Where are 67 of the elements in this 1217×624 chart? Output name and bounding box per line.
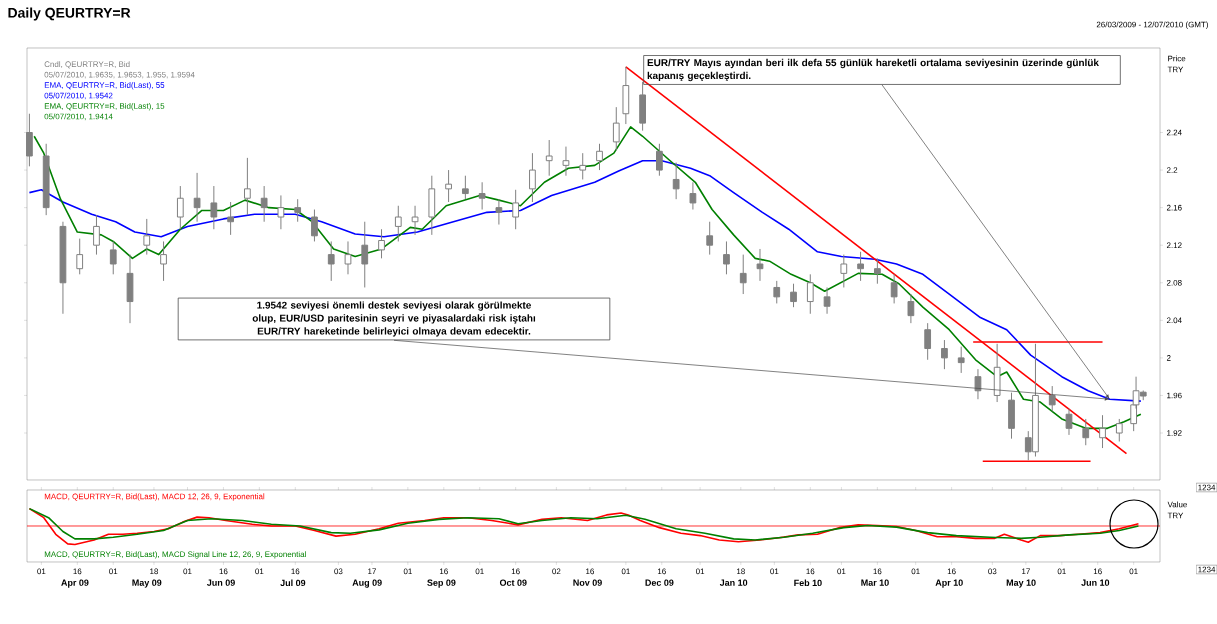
candlestick (562, 146, 570, 177)
chart-title: Daily QEURTRY=R (8, 7, 131, 21)
x2-tick-label: Jan 10 (719, 579, 748, 586)
x2-tick-label: Dec 09 (645, 579, 674, 586)
candlestick (974, 368, 982, 400)
candlestick (957, 346, 965, 374)
candlestick (260, 185, 268, 223)
x2-tick-label: Jun 10 (1081, 579, 1110, 586)
candlestick (26, 113, 33, 167)
candlestick (411, 205, 419, 236)
candlestick (941, 339, 948, 370)
x2-tick-label: Apr 09 (61, 579, 89, 588)
candlestick (1099, 414, 1106, 449)
candlestick (361, 221, 369, 288)
candlestick (993, 343, 1001, 403)
candlestick (176, 185, 184, 230)
x2-tick-label: Jul 09 (280, 579, 306, 587)
candlestick (672, 162, 680, 200)
candlestick (93, 214, 100, 256)
candlestick (126, 254, 134, 324)
candlestick (1065, 408, 1073, 436)
x2-tick-label: Nov 09 (573, 579, 602, 586)
candlestick (445, 169, 452, 203)
annotation: 1.9542 seviyesi önemli destek seviyesi olarak görülmekte olup, EUR/USD paritesinin seyri ve piyasalardaki risk iştahı EUR/TRY hareketinde belirleyici olmaya devam edecektir. (252, 301, 536, 337)
x2-tick-label: May 09 (132, 579, 162, 588)
candlestick (428, 175, 436, 236)
candlestick (109, 240, 117, 275)
candlestick (857, 251, 864, 282)
candlestick (924, 322, 932, 361)
candlestick (294, 198, 302, 223)
candlestick (689, 181, 697, 211)
annotation: EUR/TRY Mayıs ayından beri ilk defa 55 günlük hareketli ortalama seviyesinin üzerinde günlük kapanış geçekleştirdi. (647, 58, 1099, 82)
candlestick (277, 194, 285, 230)
candlestick (706, 221, 714, 256)
candlestick (545, 139, 553, 177)
x2-tick-label: May 10 (1006, 579, 1036, 588)
candlestick (890, 273, 898, 304)
x2-tick-label: Apr 10 (935, 579, 963, 588)
candlestick (756, 248, 764, 282)
candlestick (227, 201, 234, 236)
x2-tick-label: Mar 10 (861, 579, 889, 586)
candlestick (907, 293, 915, 324)
candlestick (210, 185, 218, 230)
candlestick (478, 181, 486, 211)
candlestick (344, 240, 352, 275)
candlestick (806, 273, 814, 315)
candlestick (873, 257, 881, 285)
candlestick (59, 221, 67, 315)
candlestick (622, 66, 630, 125)
x2-tick-label: Feb 10 (794, 579, 822, 587)
candlestick (739, 254, 747, 295)
candlestick (327, 240, 335, 282)
x2-tick-label: Sep 09 (427, 579, 456, 588)
candlestick (723, 240, 730, 275)
x2-tick-label: Jun 09 (206, 579, 235, 586)
candlestick (394, 205, 402, 242)
candlestick (529, 152, 536, 203)
candlestick (143, 218, 151, 256)
x2-tick-label: Aug 09 (352, 579, 382, 588)
candlestick (840, 254, 848, 288)
candlestick (193, 172, 201, 223)
candlestick (495, 198, 503, 226)
candlestick (160, 240, 167, 282)
candlestick (244, 157, 251, 216)
candlestick (823, 286, 831, 315)
x2-tick-label: Oct 09 (499, 579, 527, 586)
candlestick (512, 189, 520, 230)
